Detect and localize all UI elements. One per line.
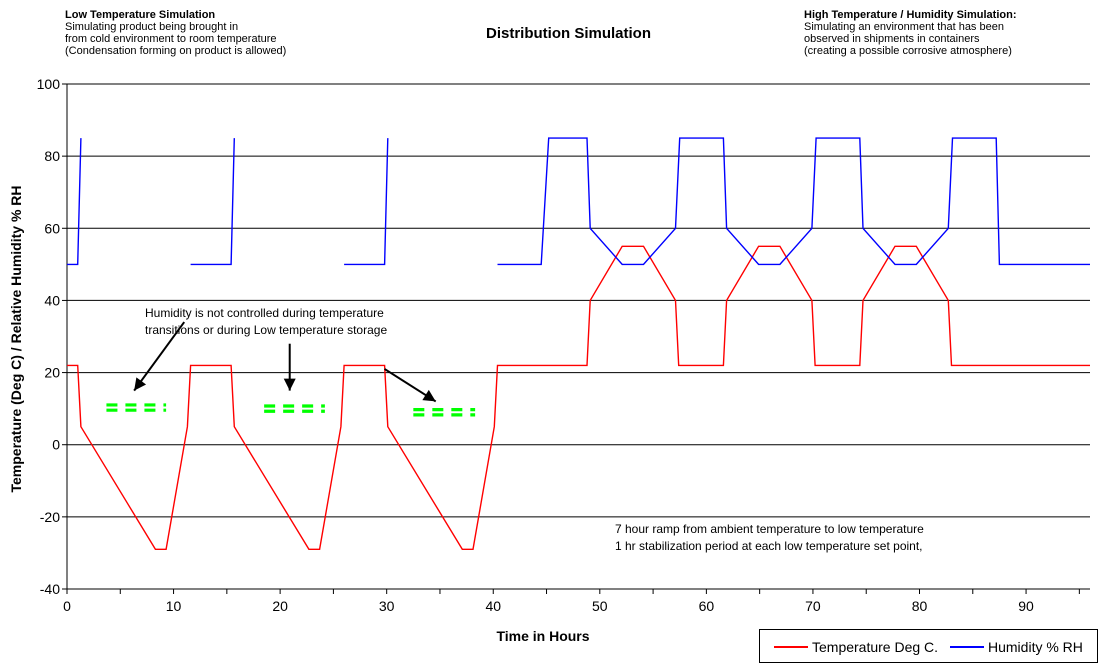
series-lines	[67, 137, 1090, 550]
arrow-head	[283, 378, 296, 391]
y-tick-label: 100	[37, 76, 61, 92]
y-tick-label: 40	[44, 292, 60, 308]
high-temp-note: High Temperature / Humidity Simulation: …	[804, 9, 1016, 57]
legend-swatch-humidity	[950, 646, 984, 648]
legend-label-temperature: Temperature Deg C.	[812, 639, 939, 655]
ramp-note-line: 1 hr stabilization period at each low te…	[615, 539, 923, 553]
x-tick-label: 60	[699, 598, 715, 614]
series-line-temperature	[67, 245, 1090, 550]
high-temp-note-line: (creating a possible corrosive atmospher…	[804, 45, 1012, 57]
humidity-note-line: Humidity is not controlled during temper…	[145, 306, 384, 320]
low-temp-note: Low Temperature Simulation Simulating pr…	[65, 9, 286, 57]
arrow-head	[422, 389, 436, 402]
series-line-humidity	[190, 138, 235, 266]
ramp-note-line: 7 hour ramp from ambient temperature to …	[615, 522, 924, 536]
y-tick-label: -40	[40, 581, 60, 597]
y-tick-labels: -40 -20 0 20 40 60 80 100	[37, 76, 61, 597]
low-temp-note-line: (Condensation forming on product is allo…	[65, 45, 287, 57]
y-tick-label: 0	[52, 437, 60, 453]
high-temp-note-line: Simulating an environment that has been	[804, 21, 1004, 33]
x-axis-label: Time in Hours	[496, 628, 589, 644]
humidity-note-line: transitions or during Low temperature st…	[145, 323, 387, 337]
low-temp-note-title: Low Temperature Simulation	[65, 9, 216, 21]
x-tick-label: 20	[272, 598, 288, 614]
grid-lines	[67, 83, 1090, 590]
low-temp-note-line: Simulating product being brought in	[65, 21, 239, 33]
x-tick-label: 0	[63, 598, 71, 614]
x-tick-label: 10	[166, 598, 182, 614]
annotation-arrows	[133, 321, 437, 403]
y-tick-label: 60	[44, 220, 60, 236]
chart-title: Distribution Simulation	[486, 25, 651, 42]
arrow-shaft	[133, 321, 186, 392]
x-tick-label: 30	[379, 598, 395, 614]
arrow-head	[134, 377, 147, 391]
legend-item-humidity: Humidity % RH	[950, 639, 1083, 655]
x-tick-label: 40	[485, 598, 501, 614]
x-tick-label: 90	[1018, 598, 1034, 614]
legend-item-temperature: Temperature Deg C.	[774, 639, 938, 655]
series-line-humidity	[344, 138, 389, 266]
legend-swatch-temperature	[774, 646, 808, 648]
x-tick-label: 70	[805, 598, 821, 614]
y-tick-label: 80	[44, 148, 60, 164]
series-line-humidity	[67, 138, 82, 266]
x-tick-labels: 0 10 20 30 40 50 60 70 80 90	[63, 598, 1034, 614]
y-axis-label: Temperature (Deg C) / Relative Humidity …	[8, 185, 24, 492]
axes	[62, 83, 1090, 594]
high-temp-note-title: High Temperature / Humidity Simulation:	[804, 9, 1017, 21]
series-line-humidity	[497, 137, 1090, 266]
y-tick-label: 20	[44, 365, 60, 381]
x-tick-label: 80	[912, 598, 928, 614]
y-tick-label: -20	[40, 509, 60, 525]
legend: Temperature Deg C. Humidity % RH	[759, 629, 1098, 663]
x-tick-label: 50	[592, 598, 608, 614]
low-temp-note-line: from cold environment to room temperatur…	[65, 33, 277, 45]
legend-label-humidity: Humidity % RH	[988, 639, 1083, 655]
high-temp-note-line: observed in shipments in containers	[804, 33, 980, 45]
humidity-markers	[106, 403, 476, 417]
chart-annotations: Humidity is not controlled during temper…	[145, 306, 924, 553]
